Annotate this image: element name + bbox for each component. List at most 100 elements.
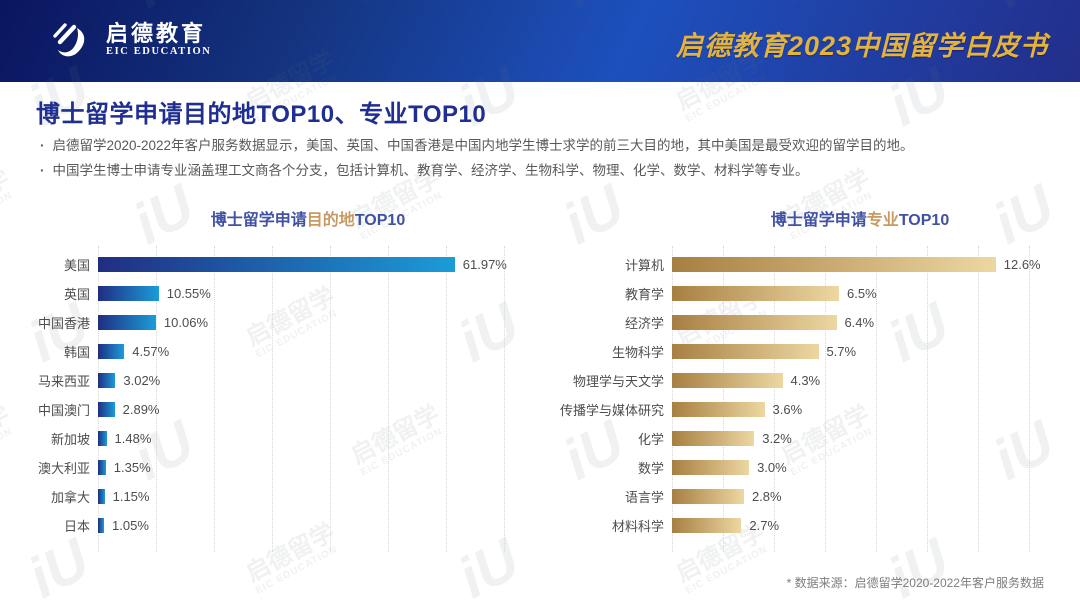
bar-track: 2.89% (98, 395, 520, 424)
bar-track: 2.7% (672, 511, 1060, 540)
bar-row: 英国 10.55% (36, 279, 520, 308)
category-label: 教育学 (624, 287, 664, 302)
category-label: 语言学 (624, 490, 664, 505)
value-label: 1.48% (114, 431, 152, 446)
value-label: 4.3% (790, 373, 821, 388)
logo-text: 启德教育 EIC EDUCATION (106, 21, 212, 57)
bar-row: 韩国 4.57% (36, 337, 520, 366)
logo-name-en: EIC EDUCATION (106, 46, 212, 58)
gridline (927, 246, 928, 552)
bar-row: 经济学 6.4% (560, 308, 1060, 337)
left-chart-title-prefix: 博士留学申请 (210, 212, 307, 229)
logo: 启德教育 EIC EDUCATION (46, 15, 212, 63)
bar (672, 344, 819, 359)
value-label: 10.55% (166, 286, 211, 301)
bullet-list: 启德留学2020-2022年客户服务数据显示，美国、英国、中国香港是中国内地学生… (40, 134, 1040, 184)
value-label: 3.02% (123, 373, 161, 388)
bar-row: 中国香港 10.06% (36, 308, 520, 337)
category-label: 日本 (63, 519, 90, 534)
category-label: 澳大利亚 (37, 461, 90, 476)
category-label: 传播学与媒体研究 (560, 403, 665, 418)
bar (98, 460, 106, 475)
chart-gridlines (98, 246, 520, 552)
right-chart-title-prefix: 博士留学申请 (770, 212, 867, 229)
gridline (672, 246, 673, 552)
data-source-note: * 数据来源：启德留学2020-2022年客户服务数据 (786, 576, 1044, 590)
bar (98, 373, 116, 388)
bar-row: 计算机 12.6% (560, 250, 1060, 279)
gridline (156, 246, 157, 552)
category-label: 英国 (63, 287, 90, 302)
category-label: 数学 (637, 461, 664, 476)
bar-row: 语言学 2.8% (560, 482, 1060, 511)
bar-row: 化学 3.2% (560, 424, 1060, 453)
left-chart-title-suffix: TOP10 (354, 212, 406, 229)
header-banner: 启德教育 EIC EDUCATION 启德教育2023中国留学白皮书 (0, 0, 1080, 82)
bar-row: 美国 61.97% (36, 250, 520, 279)
category-label: 中国澳门 (37, 403, 90, 418)
value-label: 1.35% (113, 460, 151, 475)
majors-bar-chart: 计算机 12.6% 教育学 6.5% 经济学 6.4% 生物科学 5.7% 物理学与天文学 4.3… (560, 246, 1060, 552)
bullet-item: 中国学生博士申请专业涵盖理工文商各个分支，包括计算机、教育学、经济学、生物科学、… (40, 159, 1040, 184)
gridline (774, 246, 775, 552)
gridline (1029, 246, 1030, 552)
bar-row: 传播学与媒体研究 3.6% (560, 395, 1060, 424)
value-label: 2.8% (751, 489, 782, 504)
bar-track: 10.06% (98, 308, 520, 337)
bar-track: 61.97% (98, 250, 520, 279)
bar-track: 1.15% (98, 482, 520, 511)
bar-track: 3.02% (98, 366, 520, 395)
left-chart-title-highlight: 目的地 (306, 212, 355, 229)
value-label: 4.57% (132, 344, 170, 359)
bar-row: 数学 3.0% (560, 453, 1060, 482)
category-label: 材料科学 (611, 519, 664, 534)
chart-gridlines (672, 246, 1060, 552)
bar (672, 489, 744, 504)
page-title: 博士留学申请目的地TOP10、专业TOP10 (36, 101, 487, 128)
bar (672, 315, 837, 330)
bar-rows: 计算机 12.6% 教育学 6.5% 经济学 6.4% 生物科学 5.7% 物理学与天文学 4.3… (560, 250, 1060, 540)
bar-track: 6.5% (672, 279, 1060, 308)
value-label: 2.7% (749, 518, 780, 533)
bar-row: 中国澳门 2.89% (36, 395, 520, 424)
bar-track: 6.4% (672, 308, 1060, 337)
destinations-bar-chart: 美国 61.97% 英国 10.55% 中国香港 10.06% 韩国 4.57% 马来西亚 3.0… (36, 246, 520, 552)
gridline (504, 246, 505, 552)
category-label: 经济学 (624, 316, 664, 331)
value-label: 12.6% (1003, 257, 1041, 272)
bar (672, 460, 750, 475)
gridline (388, 246, 389, 552)
bar (98, 402, 115, 417)
value-label: 6.4% (844, 315, 875, 330)
logo-name-cn: 启德教育 (106, 20, 207, 46)
value-label: 6.5% (847, 286, 877, 301)
category-label: 韩国 (63, 345, 90, 360)
value-label: 2.89% (122, 402, 160, 417)
bar (98, 344, 125, 359)
gridline (214, 246, 215, 552)
bar (98, 257, 455, 272)
bar-track: 3.0% (672, 453, 1060, 482)
report-title: 启德教育2023中国留学白皮书 (675, 31, 1048, 61)
bar-track: 1.05% (98, 511, 520, 540)
category-label: 化学 (637, 432, 664, 447)
bar-row: 马来西亚 3.02% (36, 366, 520, 395)
gridline (330, 246, 331, 552)
value-label: 1.15% (112, 489, 150, 504)
bar (672, 518, 742, 533)
category-label: 生物科学 (611, 345, 664, 360)
bar-track: 4.3% (672, 366, 1060, 395)
value-label: 1.05% (112, 518, 149, 533)
gridline (98, 246, 99, 552)
bar-row: 物理学与天文学 4.3% (560, 366, 1060, 395)
gridline (723, 246, 724, 552)
eic-logo-icon (53, 23, 85, 57)
right-chart-title-suffix: TOP10 (898, 212, 950, 229)
category-label: 中国香港 (37, 316, 90, 331)
left-chart-title: 博士留学申请目的地TOP10 (96, 206, 520, 230)
value-label: 3.6% (772, 402, 803, 417)
bar-track: 2.8% (672, 482, 1060, 511)
bar-row: 材料科学 2.7% (560, 511, 1060, 540)
bar (98, 286, 159, 301)
